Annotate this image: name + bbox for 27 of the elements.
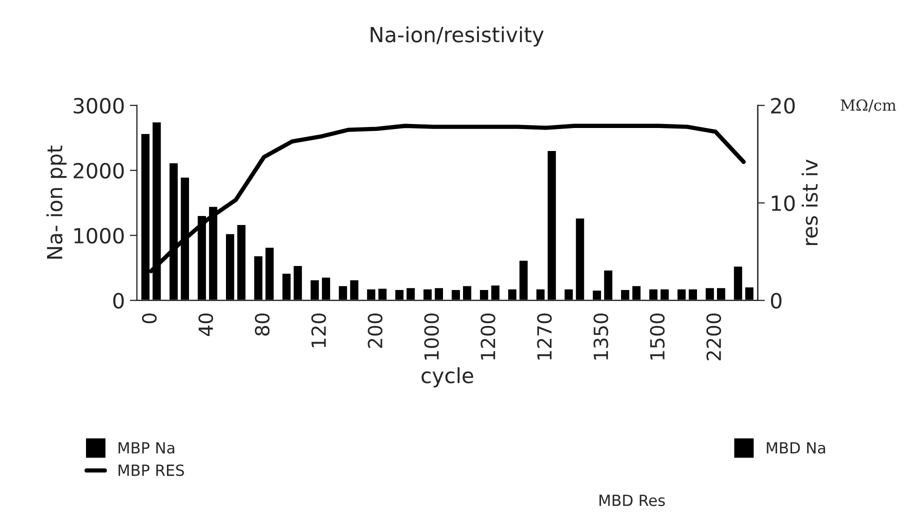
x-tick-label: 1500	[650, 313, 665, 360]
y2-tick-label: 0	[770, 292, 782, 309]
x-tick-label: 1350	[594, 313, 608, 360]
x-axis-title: cycle	[422, 367, 474, 388]
text: MΩ/cm	[840, 99, 896, 112]
y-tick-label: 1000	[74, 228, 124, 244]
legend-label: MBP Na	[118, 442, 174, 454]
y-axis-title: Na- ion ppt	[46, 146, 67, 259]
x-tick-label: 120	[311, 313, 326, 348]
x-tick-label: 1270	[537, 313, 552, 360]
x-tick-label: 200	[368, 313, 382, 348]
y2-tick-label: 10	[772, 195, 795, 212]
y2-tick-label: 20	[771, 98, 795, 114]
x-tick-label: 1200	[480, 313, 496, 360]
legend-label: MBD Na	[766, 442, 826, 454]
text: MBD Res	[600, 494, 665, 506]
x-tick-label: 2200	[706, 313, 722, 360]
legend-label: MBP RES	[118, 464, 184, 476]
chart-title: Na-ion/resistivity	[370, 26, 544, 47]
y-tick-label: 3000	[74, 98, 124, 114]
x-tick-label: 1000	[424, 313, 439, 360]
x-tick-label: 80	[254, 313, 270, 336]
y-tick-label: 0	[113, 292, 124, 309]
x-tick-label: 40	[198, 313, 214, 336]
x-tick-label: 0	[142, 313, 157, 324]
y-tick-label: 2000	[74, 162, 124, 179]
y2-axis-title: res ist iv	[802, 160, 818, 245]
